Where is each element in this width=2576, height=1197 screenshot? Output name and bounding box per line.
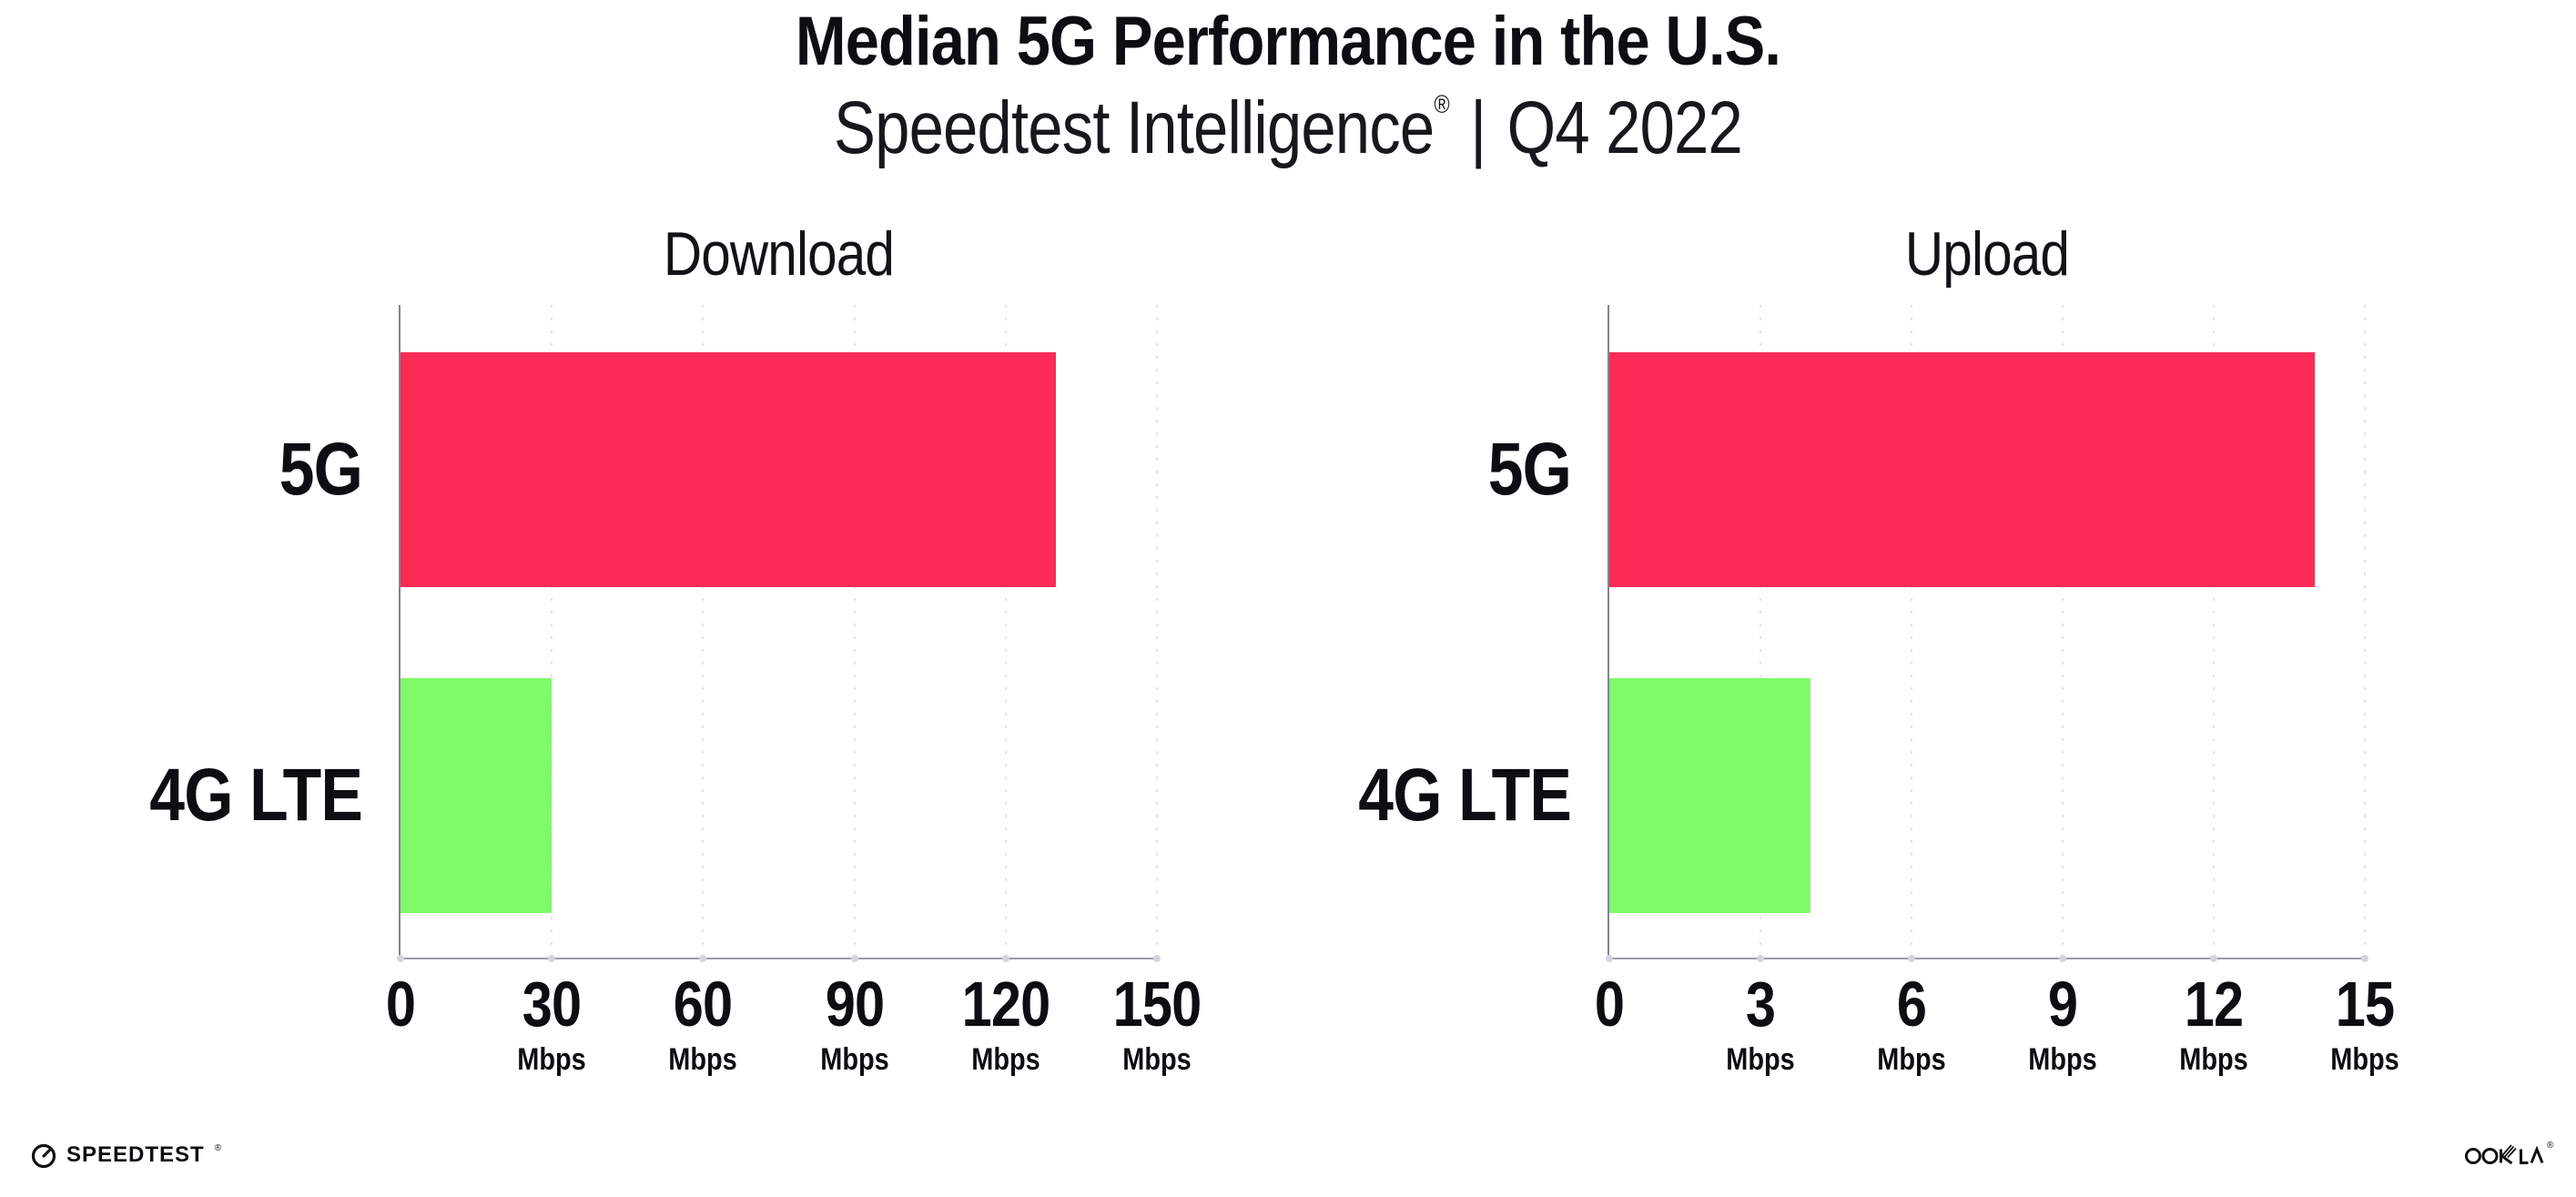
x-tick-120: 120 Mbps <box>928 969 1083 1078</box>
x-axis <box>399 958 1159 959</box>
speedtest-wordmark: SPEEDTEST <box>66 1142 205 1167</box>
x-tick-unit: Mbps <box>517 1042 586 1078</box>
x-tick-value: 0 <box>1594 969 1625 1040</box>
x-tick-0: 0 <box>323 969 478 1040</box>
gridline-6 <box>1911 305 1912 958</box>
gridline-9 <box>2062 305 2064 958</box>
axis-tick-dot-6 <box>1908 955 1915 962</box>
axis-tick-dot-15 <box>2361 955 2368 962</box>
x-axis <box>1607 958 2367 959</box>
registered-trademark-icon: ® <box>1434 90 1449 118</box>
x-tick-30: 30 Mbps <box>474 969 629 1078</box>
axis-tick-dot-30 <box>548 955 556 962</box>
x-tick-3: 3 Mbps <box>1683 969 1838 1078</box>
gridline-60 <box>702 305 705 958</box>
x-tick-unit: Mbps <box>1726 1042 1795 1078</box>
bar-4g-lte <box>401 678 553 913</box>
x-tick-unit: Mbps <box>2330 1042 2399 1078</box>
axis-tick-dot-3 <box>1757 955 1764 962</box>
x-tick-value: 9 <box>2047 969 2078 1040</box>
subtitle-brand: Speedtest Intelligence <box>834 86 1435 169</box>
ookla-registered-icon: ® <box>2547 1141 2554 1151</box>
bar-5g <box>1609 352 2315 587</box>
axis-tick-dot-9 <box>2059 955 2066 962</box>
axis-tick-dot-0 <box>397 955 404 962</box>
x-tick-value: 3 <box>1745 969 1776 1040</box>
x-tick-unit: Mbps <box>1877 1042 1946 1078</box>
plot-area-download <box>401 305 1158 958</box>
speedtest-registered-icon: ® <box>214 1142 222 1153</box>
axis-tick-dot-60 <box>699 955 707 962</box>
y-axis <box>399 305 401 958</box>
x-tick-unit: Mbps <box>819 1042 889 1078</box>
ookla-wordmark-icon <box>2465 1140 2545 1167</box>
x-tick-value: 150 <box>1112 969 1202 1040</box>
gridline-120 <box>1004 305 1007 958</box>
x-tick-value: 6 <box>1896 969 1927 1040</box>
category-label-5g: 5G <box>279 428 363 511</box>
y-axis <box>1607 305 1609 958</box>
speedtest-gauge-icon <box>30 1141 57 1169</box>
page-subtitle: Speedtest Intelligence® | Q4 2022 <box>206 86 2369 171</box>
axis-tick-dot-12 <box>2210 955 2217 962</box>
x-tick-90: 90 Mbps <box>777 969 932 1078</box>
gridline-3 <box>1760 305 1761 958</box>
subtitle-period: Q4 2022 <box>1506 86 1743 169</box>
axis-tick-dot-120 <box>1001 955 1009 962</box>
axis-tick-dot-90 <box>850 955 858 962</box>
x-tick-unit: Mbps <box>971 1042 1040 1078</box>
gridline-12 <box>2213 305 2215 958</box>
axis-tick-dot-0 <box>1606 955 1613 962</box>
axis-tick-dot-150 <box>1153 955 1161 962</box>
gridline-15 <box>2364 305 2366 958</box>
ookla-logo: ® <box>2465 1140 2553 1167</box>
x-tick-value: 90 <box>825 969 884 1040</box>
x-tick-9: 9 Mbps <box>1985 969 2140 1078</box>
x-tick-value: 120 <box>961 969 1050 1040</box>
gridline-150 <box>1156 305 1158 958</box>
speedtest-logo: SPEEDTEST ® <box>30 1138 221 1172</box>
x-tick-unit: Mbps <box>2028 1042 2097 1078</box>
x-tick-unit: Mbps <box>1122 1042 1192 1078</box>
gridline-30 <box>551 305 553 958</box>
x-tick-value: 15 <box>2335 969 2395 1040</box>
category-label-4g-lte: 4G LTE <box>1358 754 1572 837</box>
x-tick-value: 0 <box>385 969 416 1040</box>
x-tick-value: 12 <box>2184 969 2244 1040</box>
x-tick-0: 0 <box>1532 969 1687 1040</box>
x-tick-60: 60 Mbps <box>625 969 780 1078</box>
gridline-90 <box>853 305 856 958</box>
bar-5g <box>401 352 1057 587</box>
x-tick-unit: Mbps <box>2179 1042 2248 1078</box>
plot-area-upload <box>1609 305 2366 958</box>
x-tick-value: 60 <box>674 969 733 1040</box>
download-chart-title: Download <box>663 219 895 289</box>
x-tick-value: 30 <box>522 969 582 1040</box>
subtitle-separator: | <box>1470 86 1486 169</box>
upload-chart-title: Upload <box>1904 219 2070 289</box>
x-tick-150: 150 Mbps <box>1080 969 1234 1078</box>
x-tick-12: 12 Mbps <box>2136 969 2291 1078</box>
page-title: Median 5G Performance in the U.S. <box>795 3 1781 80</box>
x-tick-unit: Mbps <box>668 1042 738 1078</box>
x-tick-15: 15 Mbps <box>2287 969 2442 1078</box>
category-label-5g: 5G <box>1487 428 1572 511</box>
bar-4g-lte <box>1609 678 1811 913</box>
x-tick-6: 6 Mbps <box>1834 969 1989 1078</box>
category-label-4g-lte: 4G LTE <box>149 754 363 837</box>
